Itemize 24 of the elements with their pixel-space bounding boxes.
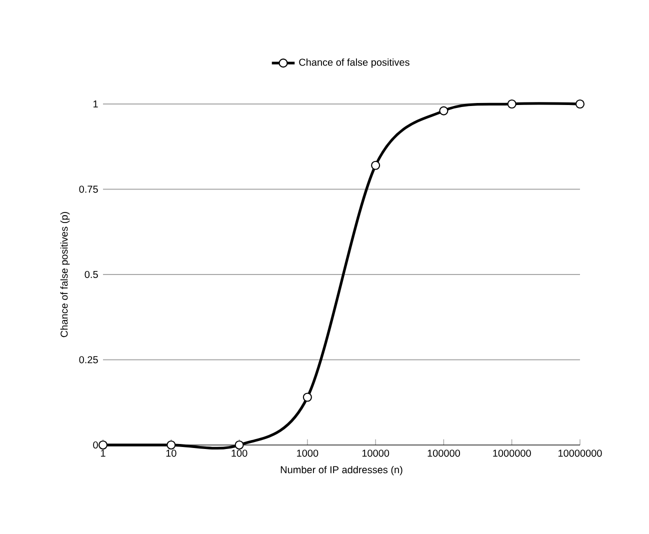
y-tick-label: 0.75 — [79, 186, 98, 193]
x-tick-label: 10 — [166, 450, 176, 457]
y-axis-title: Chance of false positives (p) — [60, 212, 70, 338]
y-tick-label: 0.25 — [79, 356, 98, 364]
point — [98, 440, 108, 450]
y-tick-label: 1 — [93, 100, 98, 108]
x-tick-label: 100000 — [428, 450, 460, 457]
y-tick-label: 0 — [93, 441, 98, 449]
x-tick-label: 10000000 — [558, 450, 602, 457]
point — [507, 99, 516, 109]
legend-label: Chance of false positives — [299, 58, 410, 68]
point — [234, 440, 244, 450]
point — [166, 440, 176, 450]
point — [302, 392, 312, 402]
y-tick-label: 0.5 — [84, 270, 98, 278]
point — [371, 160, 380, 170]
x-tick-label: 1 — [100, 450, 106, 457]
point — [575, 99, 585, 109]
x-tick-label: 1000 — [297, 450, 318, 457]
x-tick-label: 10000 — [362, 450, 390, 457]
x-tick-label: 100 — [232, 450, 248, 457]
x-tick-label: 1000000 — [493, 450, 531, 457]
point — [439, 106, 448, 116]
x-axis-title: Number of IP addresses (n) — [280, 466, 402, 476]
